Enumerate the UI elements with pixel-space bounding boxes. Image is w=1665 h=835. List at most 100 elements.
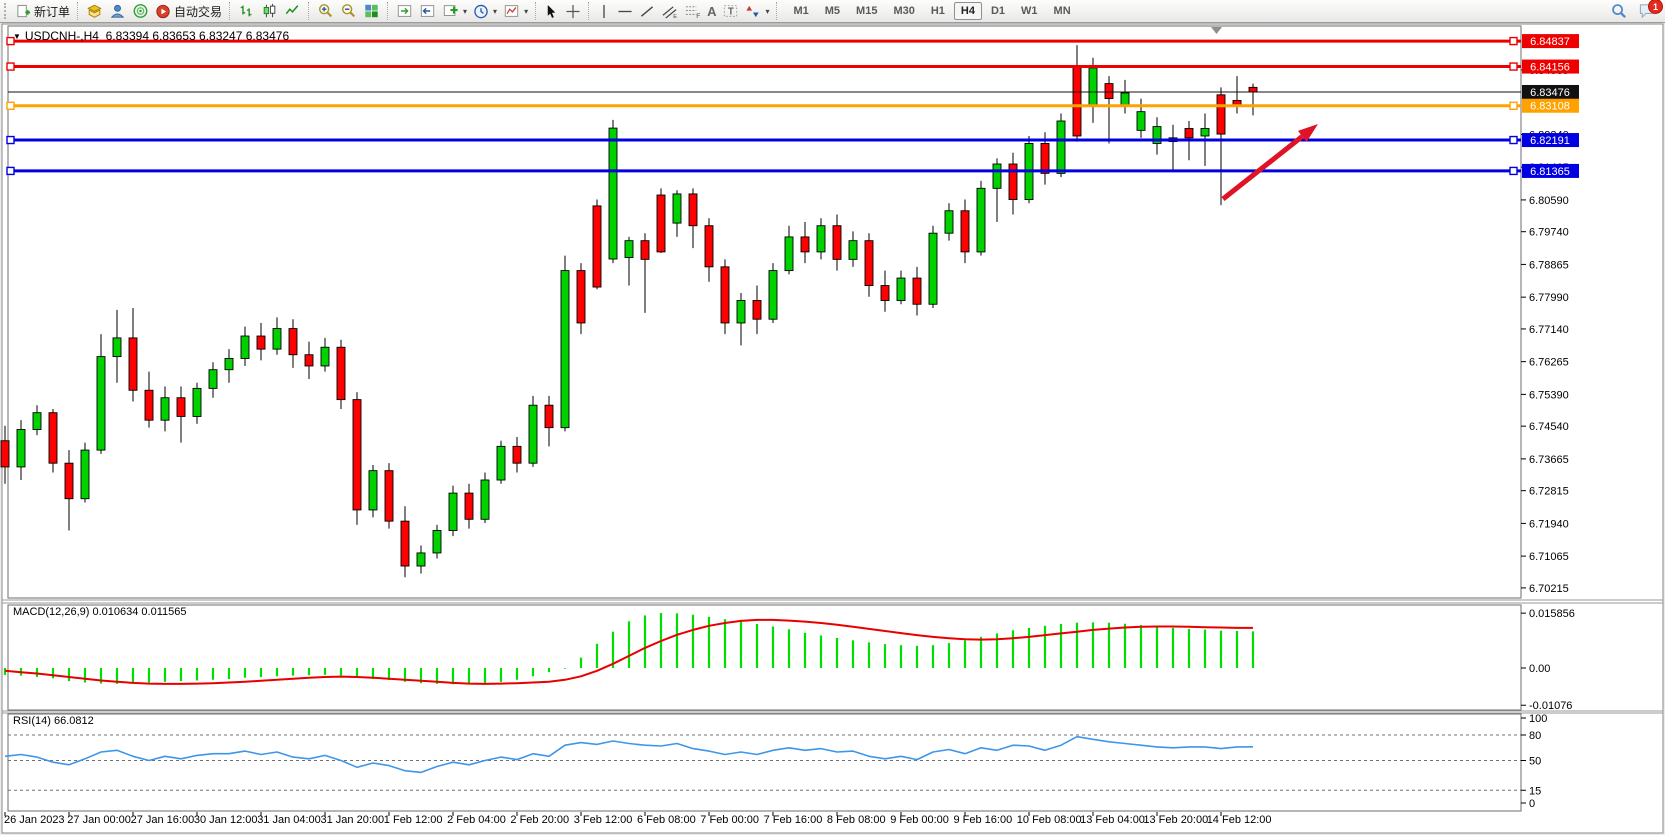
chat-button[interactable]: 1 [1637,0,1663,21]
tile-windows-icon [365,4,378,18]
level-handle[interactable] [6,135,15,145]
data-feed-button[interactable] [129,1,152,21]
timeframe-M1[interactable]: M1 [793,5,809,17]
candlestick-button[interactable] [258,1,281,21]
channel-button[interactable]: E [658,1,681,21]
crosshair-button[interactable] [562,1,584,21]
toolbar-separator [77,2,79,20]
auto-trading-button[interactable]: 自动交易 [152,1,225,21]
horizontal-line-icon [618,10,632,12]
rsi-line [4,735,1254,774]
symbol-dropdown-icon[interactable]: ▼ [13,32,21,41]
timeframe-W1[interactable]: W1 [1021,5,1038,17]
level-handle[interactable] [1509,135,1518,145]
profile-icon [110,4,125,18]
time-tick-label: 7 Feb 16:00 [764,814,823,826]
bar-chart-button[interactable] [235,1,258,21]
templates-button[interactable]: ▾ [500,1,531,21]
level-handle[interactable] [6,62,15,71]
candle-body [208,369,218,389]
candle-body [320,346,330,367]
candle-body [400,520,410,567]
vertical-line-icon [603,4,605,18]
shift-chart-button[interactable] [416,1,439,21]
level-handle[interactable] [1509,101,1518,110]
cursor-button[interactable] [541,1,562,21]
text-button[interactable]: A [704,1,719,21]
timeframe-D1[interactable]: D1 [990,5,1006,17]
candle-body [688,193,698,227]
time-tick-label: 2 Feb 04:00 [447,814,506,826]
zoom-in-button[interactable] [314,1,337,21]
timeframe-H1[interactable]: H1 [930,5,945,17]
candle-body [224,358,234,371]
chart-shift-marker[interactable] [1211,27,1222,34]
indicators-icon [443,5,458,16]
tile-windows-button[interactable] [360,1,383,21]
level-handle[interactable] [1509,36,1518,46]
rsi-tick-label: 0 [1529,798,1535,810]
candle-body [720,266,730,324]
main-chart-panel[interactable] [7,25,1522,599]
candle-body [656,194,666,253]
vertical-line-button[interactable] [594,1,614,21]
timeframe-MN[interactable]: MN [1053,5,1071,17]
line-chart-icon [285,5,299,15]
panel-splitter[interactable] [2,599,1663,604]
horizontal-line-button[interactable] [614,1,636,21]
trend-arrow-head[interactable] [1297,124,1318,142]
timeframe-M15[interactable]: M15 [856,5,878,17]
time-tick-label: 14 Feb 12:00 [1207,814,1272,826]
level-handle[interactable] [6,166,15,176]
toolbar-separator [588,2,590,20]
trendline-button[interactable] [636,1,658,21]
rsi-panel[interactable] [7,713,1522,812]
label-button[interactable]: T [719,1,742,21]
price-badge [1522,84,1579,99]
level-handle[interactable] [1509,62,1518,71]
candle-body [464,492,474,520]
candle-body [1040,142,1050,174]
svg-text:T: T [728,7,734,18]
search-button[interactable] [1607,1,1631,21]
profile-button[interactable] [106,1,129,21]
periods-button[interactable]: ▾ [470,1,500,21]
time-tick-label: 27 Jan 00:00 [67,814,131,826]
time-tick-label: 9 Feb 16:00 [954,814,1013,826]
panel-splitter[interactable] [2,710,1663,714]
time-tick-label: 13 Feb 04:00 [1080,814,1145,826]
level-handle[interactable] [6,101,15,110]
svg-text:E: E [673,14,677,19]
arrows-button[interactable]: ▾ [742,1,772,21]
chart-window-button[interactable] [83,1,106,21]
periods-icon [474,4,488,18]
toolbar-grip[interactable] [4,3,10,19]
new-order-button[interactable]: 新订单 [13,1,73,21]
trend-arrow-line[interactable] [1221,134,1304,201]
timeframe-M30[interactable]: M30 [893,5,915,17]
shift-end-button[interactable] [393,1,416,21]
level-handle[interactable] [6,36,15,46]
fibonacci-button[interactable]: F [681,1,704,21]
cursor-icon [547,4,556,18]
price-badge-label: 6.83476 [1530,87,1570,99]
price-tick-label: 6.74540 [1529,421,1569,433]
price-tick-label: 6.72815 [1529,486,1569,498]
macd-label: MACD(12,26,9) 0.010634 0.011565 [13,606,186,618]
shift-end-icon [397,5,412,17]
candle-body [864,240,874,287]
search-icon [1612,3,1626,18]
timeframe-H4[interactable]: H4 [953,2,982,20]
text-icon: A [707,3,717,19]
timeframe-M5[interactable]: M5 [824,5,841,17]
indicators-button[interactable]: ▾ [439,1,470,21]
arrows-caret: ▾ [765,6,770,16]
zoom-out-button[interactable] [337,1,360,21]
rsi-tick-label: 15 [1529,785,1541,797]
candle-body [672,193,682,224]
price-tick-label: 6.70215 [1529,583,1569,595]
level-handle[interactable] [1509,166,1518,176]
macd-panel[interactable] [7,604,1522,711]
line-chart-button[interactable] [281,1,304,21]
